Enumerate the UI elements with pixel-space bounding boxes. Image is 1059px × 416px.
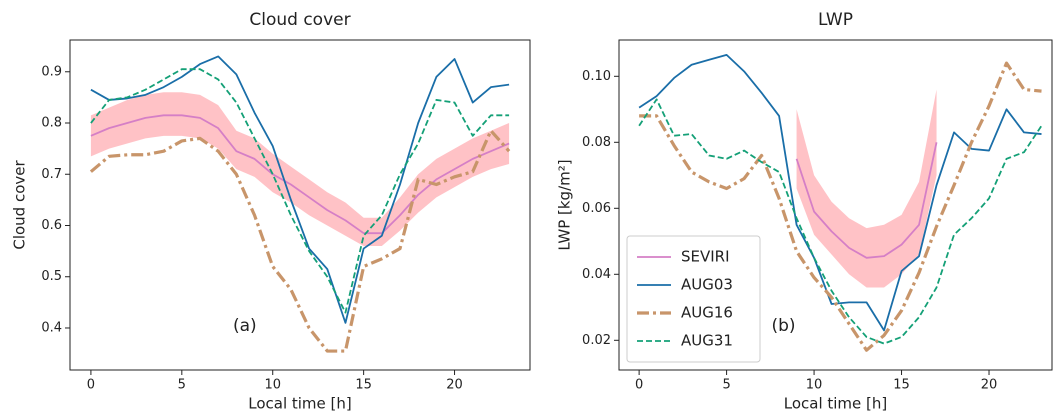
- x-tick-label: 0: [635, 378, 643, 393]
- x-tick-label: 10: [806, 378, 823, 393]
- series-line: [638, 98, 1043, 345]
- y-tick-label: 0.06: [582, 201, 611, 216]
- plot-frame: [618, 39, 1053, 371]
- x-tick-label: 20: [446, 378, 463, 393]
- series-line: [90, 55, 510, 324]
- y-tick-label: 0.7: [41, 167, 62, 182]
- y-tick-label: 0.8: [41, 116, 62, 131]
- x-tick-label: 5: [722, 378, 730, 393]
- x-tick-label: 5: [178, 378, 186, 393]
- series-line: [90, 114, 510, 235]
- x-tick-label: 15: [893, 378, 910, 393]
- x-axis-label: Local time [h]: [248, 395, 352, 413]
- chart-title: Cloud cover: [249, 10, 350, 30]
- uncertainty-band: [90, 92, 510, 246]
- series-line: [90, 68, 510, 314]
- x-axis-label: Local time [h]: [784, 395, 888, 413]
- y-axis-label: Cloud cover: [11, 160, 29, 250]
- y-axis-label: LWP [kg/m²]: [556, 159, 574, 250]
- x-tick-label: 20: [981, 378, 998, 393]
- y-tick-label: 0.02: [582, 333, 611, 348]
- y-tick-label: 0.4: [41, 320, 62, 335]
- legend-label: SEVIRI: [681, 248, 730, 266]
- y-tick-label: 0.5: [41, 269, 62, 284]
- y-tick-label: 0.10: [582, 69, 611, 84]
- series-line: [89, 129, 511, 353]
- y-tick-label: 0.04: [582, 267, 611, 282]
- legend-label: AUG16: [681, 304, 733, 322]
- series-line: [795, 142, 938, 259]
- series-line: [639, 61, 1042, 352]
- uncertainty-band: [796, 89, 937, 288]
- x-tick-label: 15: [355, 378, 372, 393]
- x-tick-label: 10: [264, 378, 281, 393]
- y-tick-label: 0.08: [582, 135, 611, 150]
- x-tick-label: 0: [87, 378, 95, 393]
- series-line: [638, 53, 1042, 332]
- annotation: (a): [233, 316, 257, 336]
- plot-frame: [69, 39, 531, 371]
- legend-label: AUG31: [681, 332, 733, 350]
- annotation: (b): [772, 316, 796, 336]
- y-tick-label: 0.9: [41, 64, 62, 79]
- legend-label: AUG03: [681, 276, 733, 294]
- y-tick-label: 0.6: [41, 218, 62, 233]
- legend-box: [626, 235, 761, 363]
- chart-title: LWP: [818, 10, 853, 30]
